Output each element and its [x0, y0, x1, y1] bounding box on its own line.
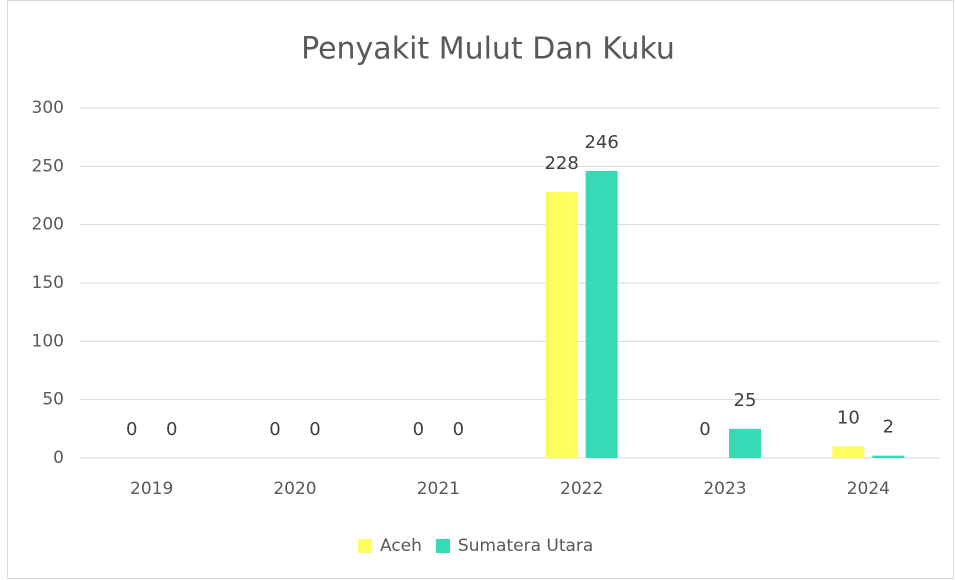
data-label: 246	[584, 132, 618, 153]
y-tick-label: 300	[32, 98, 64, 118]
data-label: 25	[734, 390, 757, 411]
data-label: 228	[544, 153, 578, 174]
bar	[545, 192, 578, 458]
data-label: 0	[413, 419, 424, 440]
data-label: 10	[837, 407, 860, 428]
y-tick-label: 150	[32, 273, 64, 293]
legend-swatch	[435, 539, 450, 553]
x-tick-label: 2024	[847, 479, 890, 499]
x-tick-label: 2019	[130, 479, 173, 499]
legend-label: Sumatera Utara	[458, 536, 593, 556]
data-label: 2	[883, 417, 894, 438]
y-tick-label: 50	[42, 390, 64, 410]
x-tick-label: 2020	[273, 479, 316, 499]
bar	[585, 171, 618, 458]
bar	[832, 446, 865, 458]
x-tick-label: 2022	[560, 479, 603, 499]
bar	[729, 428, 761, 458]
data-label: 0	[126, 419, 137, 440]
data-label: 0	[309, 419, 320, 440]
x-tick-label: 2023	[703, 479, 746, 499]
data-label: 0	[699, 419, 710, 440]
chart-title: Penyakit Mulut Dan Kuku	[301, 32, 675, 67]
x-tick-label: 2021	[417, 479, 460, 499]
y-tick-label: 0	[53, 448, 64, 468]
y-tick-label: 250	[32, 156, 64, 176]
data-label: 0	[166, 419, 177, 440]
data-label: 0	[269, 419, 280, 440]
data-label: 0	[453, 419, 464, 440]
y-tick-label: 200	[32, 215, 64, 235]
y-tick-label: 100	[32, 331, 64, 351]
legend-label: Aceh	[380, 536, 422, 556]
legend-swatch	[358, 539, 372, 553]
bar	[872, 455, 905, 458]
chart-frame	[7, 0, 954, 579]
